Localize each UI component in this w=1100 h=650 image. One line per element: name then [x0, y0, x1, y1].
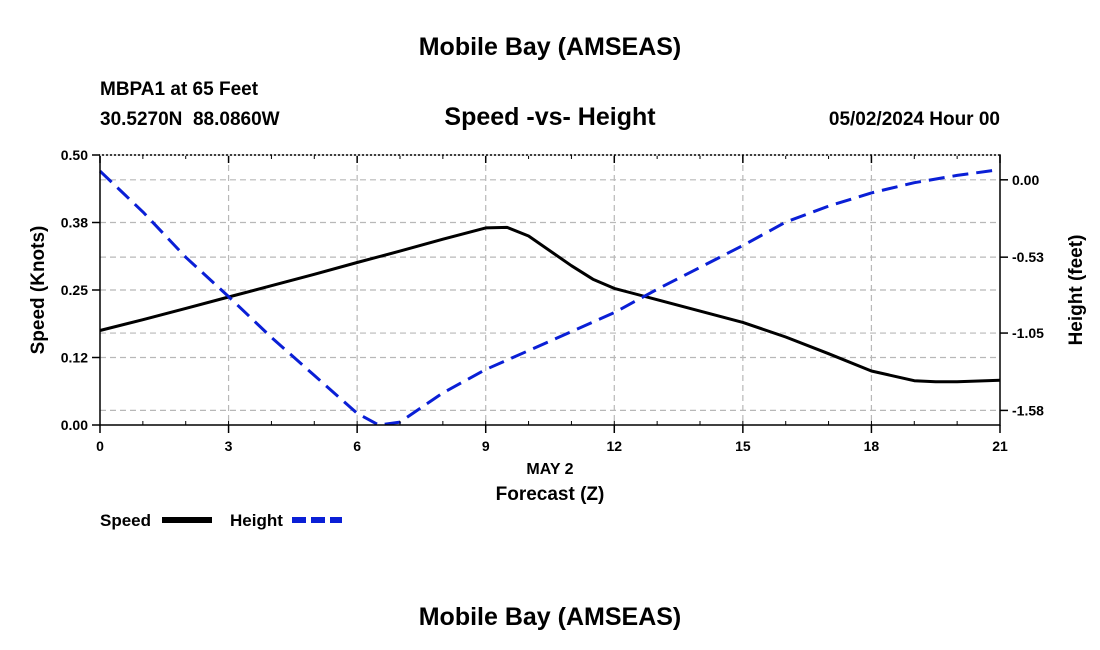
legend-label-height: Height	[230, 511, 283, 530]
y2-tick-label: -1.58	[1012, 402, 1044, 418]
height-line	[98, 168, 1001, 427]
forecast-timestamp: 05/02/2024 Hour 00	[829, 109, 1000, 130]
x-axis-title: Forecast (Z)	[496, 484, 605, 505]
x-tick-label: 21	[992, 438, 1008, 454]
y2-tick-label: 0.00	[1012, 172, 1039, 188]
x-tick-label: 15	[735, 438, 751, 454]
footer-title: Mobile Bay (AMSEAS)	[419, 603, 682, 631]
station-coords: 30.5270N 88.0860W	[100, 109, 280, 130]
y-tick-label: 0.50	[61, 147, 88, 163]
axes: 0 3 6 9 12 15 18 21 0.00 0.12 0.25 0.38 0.50 0.00 -0.5…	[61, 147, 1044, 454]
series-layer	[98, 168, 1001, 427]
chart-title: Speed -vs- Height	[444, 103, 656, 131]
legend-label-speed: Speed	[100, 511, 151, 530]
x-tick-label: 3	[225, 438, 233, 454]
x-axis-date-label: MAY 2	[526, 461, 573, 478]
x-tick-label: 12	[606, 438, 622, 454]
y-tick-label: 0.00	[61, 417, 88, 433]
y-axis-title-left: Speed (Knots)	[28, 226, 49, 355]
y2-tick-label: -0.53	[1012, 249, 1044, 265]
x-tick-label: 18	[864, 438, 880, 454]
y-tick-label: 0.25	[61, 282, 88, 298]
x-tick-label: 0	[96, 438, 104, 454]
x-tick-label: 9	[482, 438, 490, 454]
legend: Speed Height	[100, 511, 342, 530]
y-tick-label: 0.38	[61, 215, 88, 231]
speed-line	[99, 225, 1001, 384]
y-axis-title-right: Height (feet)	[1066, 235, 1087, 346]
x-tick-label: 6	[353, 438, 361, 454]
page-title: Mobile Bay (AMSEAS)	[419, 33, 682, 61]
station-label: MBPA1 at 65 Feet	[100, 79, 259, 100]
grid	[100, 155, 1000, 425]
y2-tick-label: -1.05	[1012, 325, 1044, 341]
y-tick-label: 0.12	[61, 350, 88, 366]
